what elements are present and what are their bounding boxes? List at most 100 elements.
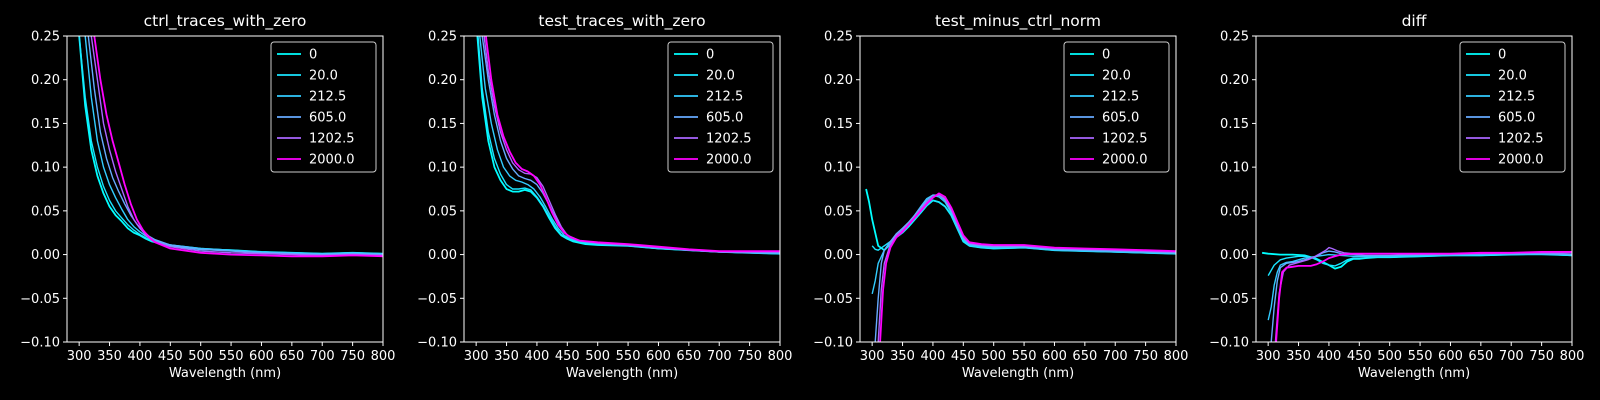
series-line-212-5 <box>1267 253 1572 321</box>
legend-label: 605.0 <box>706 111 743 126</box>
x-tick-label: 400 <box>128 349 153 364</box>
series-line-2000-0 <box>879 192 1176 342</box>
x-tick-label: 600 <box>249 349 274 364</box>
x-tick-label: 600 <box>646 349 671 364</box>
chart-panel-4: 300 350 400 450 500 550 600 650 700 750 800 −0.10 −0… <box>1209 12 1584 381</box>
y-tick-label: −0.05 <box>20 292 60 307</box>
chart-panel-3: 300 350 400 450 500 550 600 650 700 750 800 −0.10 −0… <box>813 12 1188 381</box>
y-tick-label: 0.10 <box>31 161 60 176</box>
axes-frame <box>1255 35 1573 343</box>
legend-label: 0 <box>1102 48 1110 63</box>
chart-title: test_traces_with_zero <box>538 12 705 31</box>
y-tick-label: 0.05 <box>1220 204 1249 219</box>
x-tick-label: 750 <box>340 349 365 364</box>
y-tick-label: −0.05 <box>1209 292 1249 307</box>
x-tick-label: 450 <box>951 349 976 364</box>
series-group <box>78 36 383 258</box>
y-tick-label: 0.10 <box>1220 161 1249 176</box>
y-tick-label: −0.10 <box>417 336 457 351</box>
legend-label: 20.0 <box>1102 69 1131 84</box>
x-tick-label: 300 <box>1256 349 1281 364</box>
legend-label: 1202.5 <box>1102 132 1148 147</box>
x-axis-label: Wavelength (nm) <box>169 366 281 381</box>
chart-panel-1: 300 350 400 450 500 550 600 650 700 750 800 −0.10 −0… <box>20 12 395 381</box>
legend-label: 605.0 <box>1498 111 1535 126</box>
y-tick-label: 0.00 <box>824 248 853 263</box>
y-tick-label: −0.05 <box>417 292 457 307</box>
x-tick-label: 400 <box>525 349 550 364</box>
x-tick-label: 550 <box>616 349 641 364</box>
x-tick-label: 350 <box>890 349 915 364</box>
x-tick-label: 650 <box>676 349 701 364</box>
legend-label: 20.0 <box>309 69 338 84</box>
y-tick-label: 0.20 <box>31 73 60 88</box>
legend-label: 2000.0 <box>706 153 752 168</box>
y-tick-label: 0.05 <box>31 204 60 219</box>
y-tick-label: −0.10 <box>813 336 853 351</box>
series-line-605-0 <box>874 194 1176 342</box>
legend-label: 2000.0 <box>1102 153 1148 168</box>
x-tick-label: 750 <box>1133 349 1158 364</box>
x-axis-label: Wavelength (nm) <box>962 366 1074 381</box>
series-line-2000-0 <box>93 36 383 258</box>
legend: 0 20.0 212.5 605.0 1202.5 2000.0 <box>1063 41 1170 173</box>
x-tick-label: 300 <box>464 349 489 364</box>
y-tick-label: 0.05 <box>428 204 457 219</box>
legend: 0 20.0 212.5 605.0 1202.5 2000.0 <box>270 41 377 173</box>
legend-label: 605.0 <box>309 111 346 126</box>
x-tick-label: 800 <box>768 349 793 364</box>
axes-frame <box>463 35 781 343</box>
y-tick-label: 0.00 <box>1220 248 1249 263</box>
legend-label: 20.0 <box>706 69 735 84</box>
series-group <box>865 188 1176 342</box>
legend-label: 212.5 <box>309 90 346 105</box>
x-tick-label: 800 <box>1560 349 1585 364</box>
y-tick-label: −0.10 <box>20 336 60 351</box>
x-tick-label: 350 <box>1286 349 1311 364</box>
x-axis-label: Wavelength (nm) <box>566 366 678 381</box>
x-tick-label: 600 <box>1042 349 1067 364</box>
chart-title: ctrl_traces_with_zero <box>144 12 307 31</box>
y-tick-label: 0.10 <box>824 161 853 176</box>
x-tick-label: 400 <box>1317 349 1342 364</box>
legend-label: 605.0 <box>1102 111 1139 126</box>
y-tick-label: 0.10 <box>428 161 457 176</box>
y-tick-label: 0.25 <box>824 30 853 45</box>
x-tick-label: 300 <box>67 349 92 364</box>
x-tick-label: 650 <box>1468 349 1493 364</box>
x-tick-label: 800 <box>1164 349 1189 364</box>
x-tick-label: 500 <box>981 349 1006 364</box>
axes-frame <box>66 35 384 343</box>
y-tick-label: 0.00 <box>31 248 60 263</box>
x-tick-label: 600 <box>1438 349 1463 364</box>
y-tick-label: 0.20 <box>1220 73 1249 88</box>
legend-label: 0 <box>1498 48 1506 63</box>
x-tick-label: 350 <box>494 349 519 364</box>
series-line-2000-0 <box>485 36 780 252</box>
legend-label: 1202.5 <box>706 132 752 147</box>
x-tick-label: 550 <box>1408 349 1433 364</box>
x-tick-label: 400 <box>921 349 946 364</box>
x-tick-label: 650 <box>279 349 304 364</box>
legend-label: 2000.0 <box>1498 153 1544 168</box>
x-tick-label: 750 <box>1529 349 1554 364</box>
x-tick-label: 500 <box>585 349 610 364</box>
chart-title: test_minus_ctrl_norm <box>935 12 1101 31</box>
y-tick-label: 0.15 <box>1220 117 1249 132</box>
series-group <box>476 36 780 255</box>
series-line-1202-5 <box>90 36 383 257</box>
y-tick-label: 0.15 <box>824 117 853 132</box>
chart-panel-2: 300 350 400 450 500 550 600 650 700 750 800 −0.10 −0… <box>417 12 792 381</box>
y-tick-label: 0.00 <box>428 248 457 263</box>
x-tick-label: 300 <box>860 349 885 364</box>
y-tick-label: 0.05 <box>824 204 853 219</box>
y-tick-label: 0.20 <box>824 73 853 88</box>
x-tick-label: 750 <box>737 349 762 364</box>
legend-label: 212.5 <box>1498 90 1535 105</box>
legend-label: 212.5 <box>1102 90 1139 105</box>
x-tick-label: 450 <box>555 349 580 364</box>
x-tick-label: 700 <box>1103 349 1128 364</box>
series-line-212-5 <box>84 36 383 255</box>
y-tick-label: 0.25 <box>31 30 60 45</box>
chart-title: diff <box>1402 12 1427 30</box>
